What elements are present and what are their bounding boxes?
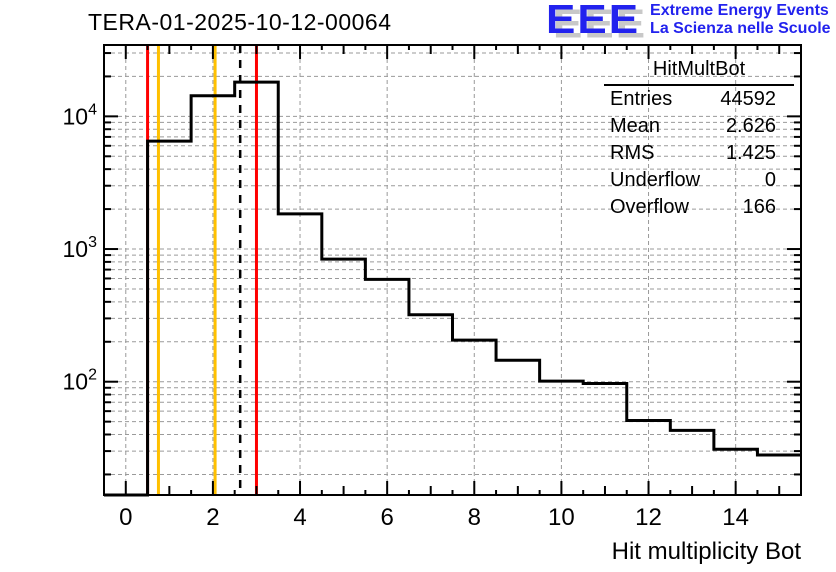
- axis-ticks: [104, 45, 801, 495]
- stats-label: Underflow: [610, 169, 701, 191]
- stats-label: Overflow: [610, 196, 689, 218]
- stats-label: Mean: [610, 115, 661, 137]
- y-tick-label: 103: [63, 234, 98, 262]
- x-tick-label: 10: [548, 504, 575, 531]
- stats-value: 1.425: [725, 142, 776, 164]
- x-tick-label: 6: [380, 504, 393, 531]
- stats-label: RMS: [610, 142, 655, 164]
- stats-row-rms: RMS 1.425: [604, 140, 794, 167]
- stats-value: 166: [742, 196, 776, 218]
- stats-title: HitMultBot: [604, 58, 794, 86]
- stats-value: 44592: [720, 88, 776, 110]
- histogram: [104, 80, 801, 497]
- x-tick-label: 14: [722, 504, 749, 531]
- stats-row-underflow: Underflow 0: [604, 167, 794, 194]
- x-tick-label: 4: [293, 504, 306, 531]
- y-tick-label: 102: [63, 367, 98, 395]
- y-tick-label: 104: [63, 101, 98, 129]
- stats-row-mean: Mean 2.626: [604, 113, 794, 140]
- eee-logo-line2: La Scienza nelle Scuole: [650, 20, 831, 37]
- x-tick-label: 12: [635, 504, 662, 531]
- eee-logo: EEE Extreme Energy Events La Scienza nel…: [546, 0, 831, 44]
- stats-value: 0: [764, 169, 776, 191]
- stats-value: 2.626: [725, 115, 776, 137]
- x-axis-title: Hit multiplicity Bot: [612, 538, 802, 565]
- eee-logo-subtitle: Extreme Energy Events La Scienza nelle S…: [650, 2, 831, 38]
- x-tick-labels: 0 2 4 6 8 10 12 14: [119, 504, 749, 531]
- histogram-line: [104, 80, 801, 497]
- plot-title: TERA-01-2025-10-12-00064: [88, 9, 392, 35]
- stats-label: Entries: [610, 88, 673, 110]
- stats-row-entries: Entries 44592: [604, 86, 794, 113]
- x-tick-label: 2: [206, 504, 219, 531]
- eee-logo-line1: Extreme Energy Events: [650, 2, 829, 19]
- eee-logo-text: EEE: [546, 0, 641, 43]
- x-tick-label: 8: [468, 504, 481, 531]
- y-tick-labels: 102 103 104: [63, 101, 98, 394]
- x-tick-label: 0: [119, 504, 132, 531]
- stats-box: HitMultBot Entries 44592 Mean 2.626 RMS …: [604, 58, 794, 221]
- x-axis-title-group: Hit multiplicity Bot: [612, 538, 802, 565]
- stats-row-overflow: Overflow 166: [604, 194, 794, 221]
